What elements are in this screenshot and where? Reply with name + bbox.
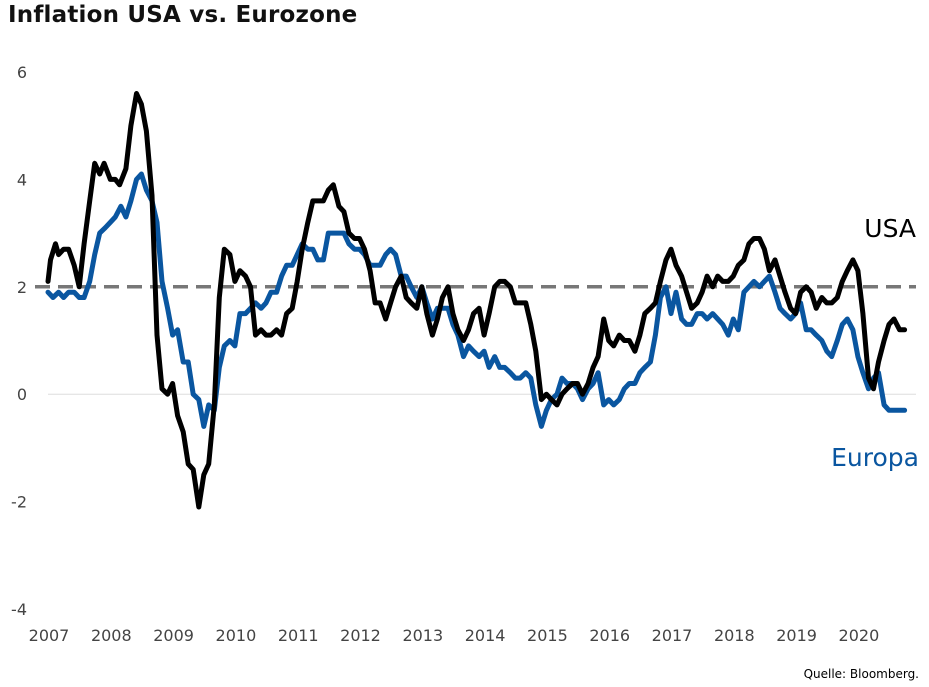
y-tick-label: 0 — [17, 385, 27, 404]
y-tick-label: 2 — [17, 278, 27, 297]
usa-series-label: USA — [864, 214, 916, 243]
x-tick-label: 2014 — [465, 626, 506, 645]
chart-title: Inflation USA vs. Eurozone — [8, 2, 358, 28]
y-axis: 6 4 2 0 -2 -4 — [11, 63, 27, 619]
x-tick-label: 2010 — [216, 626, 257, 645]
y-tick-label: 4 — [17, 170, 27, 189]
y-tick-label: -4 — [11, 600, 27, 619]
x-tick-label: 2012 — [340, 626, 381, 645]
x-tick-label: 2017 — [652, 626, 693, 645]
x-tick-label: 2016 — [589, 626, 630, 645]
europa-series-label: Europa — [831, 443, 919, 472]
x-tick-label: 2013 — [402, 626, 443, 645]
source-note: Quelle: Bloomberg. — [803, 667, 919, 681]
x-tick-label: 2020 — [839, 626, 880, 645]
x-tick-label: 2018 — [714, 626, 755, 645]
europa-series-line — [45, 171, 908, 429]
x-tick-label: 2008 — [91, 626, 132, 645]
x-tick-label: 2019 — [776, 626, 817, 645]
x-axis: 2007 2008 2009 2010 2011 2012 2013 2014 2015 2016… — [29, 626, 880, 645]
series-layer — [45, 91, 908, 510]
y-tick-label: 6 — [17, 63, 27, 82]
usa-series-line — [45, 91, 908, 510]
x-tick-label: 2015 — [527, 626, 568, 645]
x-tick-label: 2007 — [29, 626, 70, 645]
series-labels: USA Europa — [831, 214, 919, 472]
x-tick-label: 2011 — [278, 626, 319, 645]
y-tick-label: -2 — [11, 493, 27, 512]
x-tick-label: 2009 — [153, 626, 194, 645]
